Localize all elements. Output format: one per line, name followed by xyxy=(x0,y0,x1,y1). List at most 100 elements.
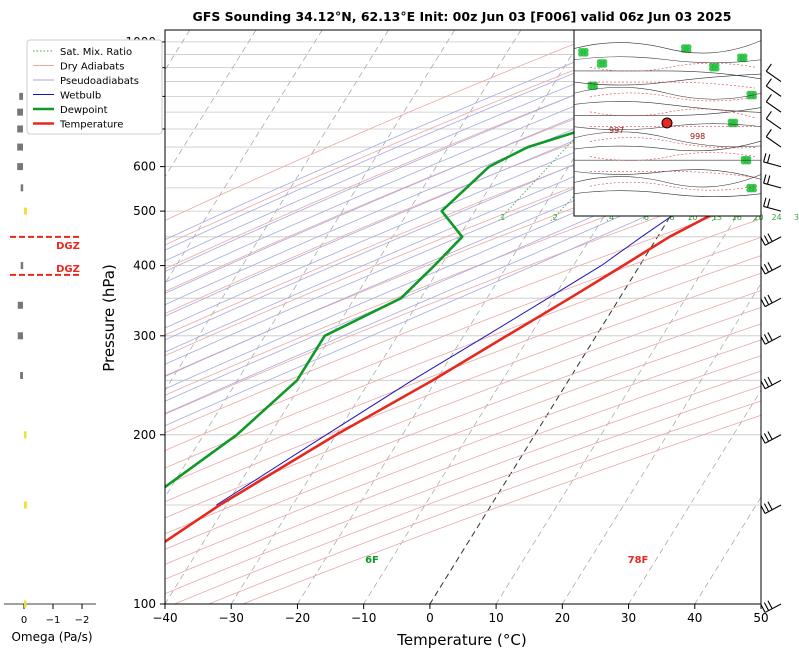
inset-contour xyxy=(573,140,762,152)
inset-thickness-contour xyxy=(589,62,756,72)
inset-precip xyxy=(714,62,720,68)
omega-bar xyxy=(24,501,27,509)
inset-precip xyxy=(583,51,589,57)
omega-bar xyxy=(17,163,23,171)
x-tick-label: −40 xyxy=(152,611,177,625)
mixing-ratio-label: 2 xyxy=(553,213,558,222)
barb-staff xyxy=(764,236,782,246)
barb-feather xyxy=(763,433,770,442)
inset-precip xyxy=(746,155,752,161)
omega-bar xyxy=(24,431,27,439)
omega-bar xyxy=(20,262,24,270)
dry-adiabat xyxy=(165,290,761,519)
inset-contour xyxy=(573,86,762,100)
omega-bar xyxy=(17,125,23,133)
dry-adiabat xyxy=(165,179,761,415)
x-tick-label: 20 xyxy=(555,611,570,625)
x-tick-label: −30 xyxy=(219,611,244,625)
inset-precip xyxy=(742,57,748,63)
barb-feather xyxy=(763,378,770,388)
barb-feather xyxy=(763,197,767,207)
inset-contour xyxy=(574,107,762,116)
mixing-ratio-label: 30 xyxy=(794,213,799,222)
isotherm xyxy=(230,30,588,604)
wind-barb xyxy=(763,174,782,189)
barb-staff xyxy=(763,205,782,212)
dry-adiabat xyxy=(165,199,761,434)
temperature-surface-label: 78F xyxy=(628,555,649,566)
inset-precip xyxy=(583,47,589,53)
barb-feather xyxy=(763,174,767,184)
barb-staff xyxy=(765,85,782,97)
legend-box xyxy=(26,39,163,135)
barb-staff xyxy=(764,335,782,345)
barb-feather xyxy=(766,198,771,208)
mixing-ratio-label: 24 xyxy=(771,213,781,222)
isotherm xyxy=(694,496,761,604)
mixing-ratio-line xyxy=(794,30,799,221)
dry-adiabat xyxy=(165,94,761,336)
y-tick-label: 100 xyxy=(133,597,156,611)
x-tick-label: 10 xyxy=(488,611,503,625)
isotherm xyxy=(495,176,761,604)
barb-feather xyxy=(765,94,772,103)
inset-map-label: 997 xyxy=(609,126,624,135)
legend-entry: Sat. Mix. Ratio xyxy=(60,47,132,58)
y-tick-label: 600 xyxy=(133,160,156,174)
inset-precip xyxy=(733,122,739,128)
dry-adiabat xyxy=(165,272,761,503)
wind-barb xyxy=(760,600,782,613)
barb-staff xyxy=(764,265,782,275)
wind-barb xyxy=(763,153,782,168)
omega-bar xyxy=(20,371,23,379)
omega-panel: 0 −1 −2 Omega (Pa/s) DGZ DGZ xyxy=(4,92,96,644)
chart-title: GFS Sounding 34.12°N, 62.13°E Init: 00z … xyxy=(193,9,732,24)
barb-feather xyxy=(765,110,772,119)
inset-precip xyxy=(733,118,739,124)
legend-entry: Wetbulb xyxy=(60,91,101,102)
x-tick-label: −20 xyxy=(285,611,310,625)
barb-feather xyxy=(765,78,772,87)
isotherm xyxy=(760,603,761,604)
y-tick-label: 200 xyxy=(133,428,156,442)
omega-axis-label: Omega (Pa/s) xyxy=(11,630,92,644)
wind-barb xyxy=(765,129,782,148)
inset-precip xyxy=(742,53,748,59)
dry-adiabat xyxy=(165,306,761,535)
legend: Sat. Mix. Ratio Dry Adiabats Pseudoadiabat… xyxy=(26,39,163,135)
inset-thickness-contour xyxy=(590,171,756,178)
legend-entry: Temperature xyxy=(59,120,123,131)
barb-feather xyxy=(767,262,773,271)
barb-feather xyxy=(763,334,770,343)
pseudoadiabat xyxy=(165,73,761,329)
barb-feather xyxy=(767,431,773,440)
inset-map-label: 998 xyxy=(690,132,705,141)
inset-precip xyxy=(602,62,608,68)
dewpoint-surface-label: 6F xyxy=(365,555,379,566)
wind-barb xyxy=(765,78,782,97)
dry-adiabat xyxy=(165,323,761,550)
inset-precip xyxy=(686,44,692,50)
x-tick-label: 50 xyxy=(753,611,768,625)
inset-precip xyxy=(714,66,720,72)
barb-feather xyxy=(766,154,771,164)
barb-staff xyxy=(764,504,782,514)
dry-adiabat xyxy=(165,30,610,221)
dgz-label: DGZ xyxy=(56,241,80,252)
barb-feather xyxy=(767,332,773,341)
y-axis-label: Pressure (hPa) xyxy=(100,264,118,372)
omega-bar xyxy=(17,143,23,151)
x-tick-label: 30 xyxy=(621,611,636,625)
barb-staff xyxy=(764,434,782,444)
inset-map: 997 998 xyxy=(573,29,762,217)
wind-barb xyxy=(760,233,782,246)
wind-barb xyxy=(760,294,782,308)
dry-adiabat xyxy=(165,236,761,469)
isotherm xyxy=(165,30,522,604)
mixing-ratio-label: 16 xyxy=(732,213,742,222)
isotherm xyxy=(628,389,761,604)
wind-barb xyxy=(760,501,782,514)
mixing-ratio-label: 13 xyxy=(712,213,722,222)
barb-feather xyxy=(763,263,770,273)
wind-barb xyxy=(765,94,782,113)
